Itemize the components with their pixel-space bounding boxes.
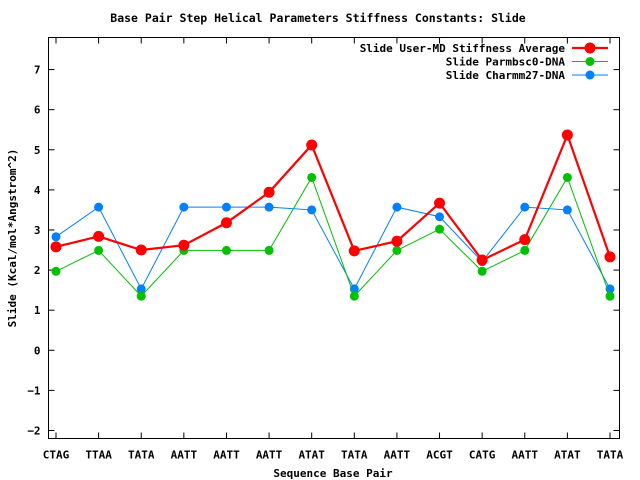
y-tick-label: 4 bbox=[34, 184, 41, 197]
data-point bbox=[221, 202, 231, 212]
x-tick-label: ATAT bbox=[554, 449, 581, 462]
y-tick-label: −1 bbox=[27, 384, 41, 397]
data-point bbox=[435, 224, 445, 234]
x-tick-label: ATAT bbox=[298, 449, 325, 462]
data-point bbox=[94, 245, 104, 255]
data-point bbox=[562, 172, 572, 182]
data-point bbox=[51, 266, 61, 276]
legend-label: Slide Parmbsc0-DNA bbox=[446, 56, 566, 69]
data-point bbox=[562, 205, 572, 215]
data-point bbox=[605, 291, 615, 301]
data-point bbox=[435, 212, 445, 222]
data-point bbox=[51, 232, 61, 242]
data-point bbox=[520, 202, 530, 212]
series-1 bbox=[51, 172, 615, 301]
x-tick-label: AATT bbox=[384, 449, 411, 462]
y-axis: −2 −1 0 1 2 3 4 5 6 7 bbox=[27, 64, 620, 437]
data-point bbox=[307, 205, 317, 215]
y-tick-label: 6 bbox=[34, 104, 41, 117]
legend-label: Slide User-MD Stiffness Average bbox=[360, 42, 566, 55]
x-tick-label: AATT bbox=[213, 449, 240, 462]
data-point bbox=[136, 291, 146, 301]
series-line bbox=[55, 206, 611, 291]
series-line bbox=[55, 176, 611, 298]
plot-frame bbox=[48, 37, 620, 439]
series-layer bbox=[50, 129, 616, 301]
data-point bbox=[135, 244, 147, 256]
x-tick-label: CTAG bbox=[43, 449, 70, 462]
data-point bbox=[221, 245, 231, 255]
x-tick-label: ACGT bbox=[426, 449, 453, 462]
data-point bbox=[391, 235, 403, 247]
data-point bbox=[519, 234, 531, 246]
y-tick-label: 1 bbox=[34, 304, 41, 317]
x-tick-label: AATT bbox=[171, 449, 198, 462]
chart-title: Base Pair Step Helical Parameters Stiffn… bbox=[110, 11, 525, 25]
x-tick-label: TTAA bbox=[85, 449, 112, 462]
legend-label: Slide Charmm27-DNA bbox=[446, 69, 566, 82]
data-point bbox=[50, 241, 62, 253]
data-point bbox=[179, 202, 189, 212]
data-point bbox=[94, 202, 104, 212]
data-point bbox=[434, 197, 446, 209]
series-0 bbox=[50, 129, 616, 266]
data-point bbox=[263, 186, 275, 198]
x-tick-label: TATA bbox=[341, 449, 368, 462]
data-point bbox=[93, 230, 105, 242]
data-point bbox=[348, 245, 360, 257]
data-point bbox=[392, 202, 402, 212]
data-point bbox=[220, 217, 232, 229]
y-axis-label: Slide (Kcal/mol*Angstrom^2) bbox=[6, 149, 19, 328]
data-point bbox=[476, 254, 488, 266]
data-point bbox=[264, 245, 274, 255]
y-tick-label: 7 bbox=[34, 64, 41, 77]
data-point bbox=[306, 139, 318, 151]
y-tick-label: 5 bbox=[34, 144, 41, 157]
data-point bbox=[136, 284, 146, 294]
data-point bbox=[561, 129, 573, 141]
y-tick-label: 2 bbox=[34, 264, 41, 277]
data-point bbox=[264, 202, 274, 212]
data-point bbox=[604, 251, 616, 263]
y-tick-label: 3 bbox=[34, 224, 41, 237]
series-2 bbox=[51, 202, 615, 294]
x-tick-label: AATT bbox=[256, 449, 283, 462]
data-point bbox=[307, 172, 317, 182]
y-tick-label: −2 bbox=[27, 424, 40, 437]
x-tick-label: TATA bbox=[597, 449, 624, 462]
data-point bbox=[349, 291, 359, 301]
x-tick-label: AATT bbox=[512, 449, 539, 462]
data-point bbox=[392, 245, 402, 255]
legend-marker bbox=[584, 42, 596, 54]
data-point bbox=[520, 245, 530, 255]
data-point bbox=[477, 266, 487, 276]
data-point bbox=[178, 239, 190, 251]
x-axis: CTAG TTAA TATA AATT AATT AATT ATAT TATA AATT ACGT… bbox=[43, 37, 624, 462]
x-tick-label: CATG bbox=[469, 449, 496, 462]
x-tick-label: TATA bbox=[128, 449, 155, 462]
legend-marker bbox=[585, 57, 595, 66]
legend-marker bbox=[585, 70, 595, 80]
x-axis-label: Sequence Base Pair bbox=[273, 467, 393, 480]
y-tick-label: 0 bbox=[34, 344, 41, 357]
series-line bbox=[55, 131, 612, 262]
